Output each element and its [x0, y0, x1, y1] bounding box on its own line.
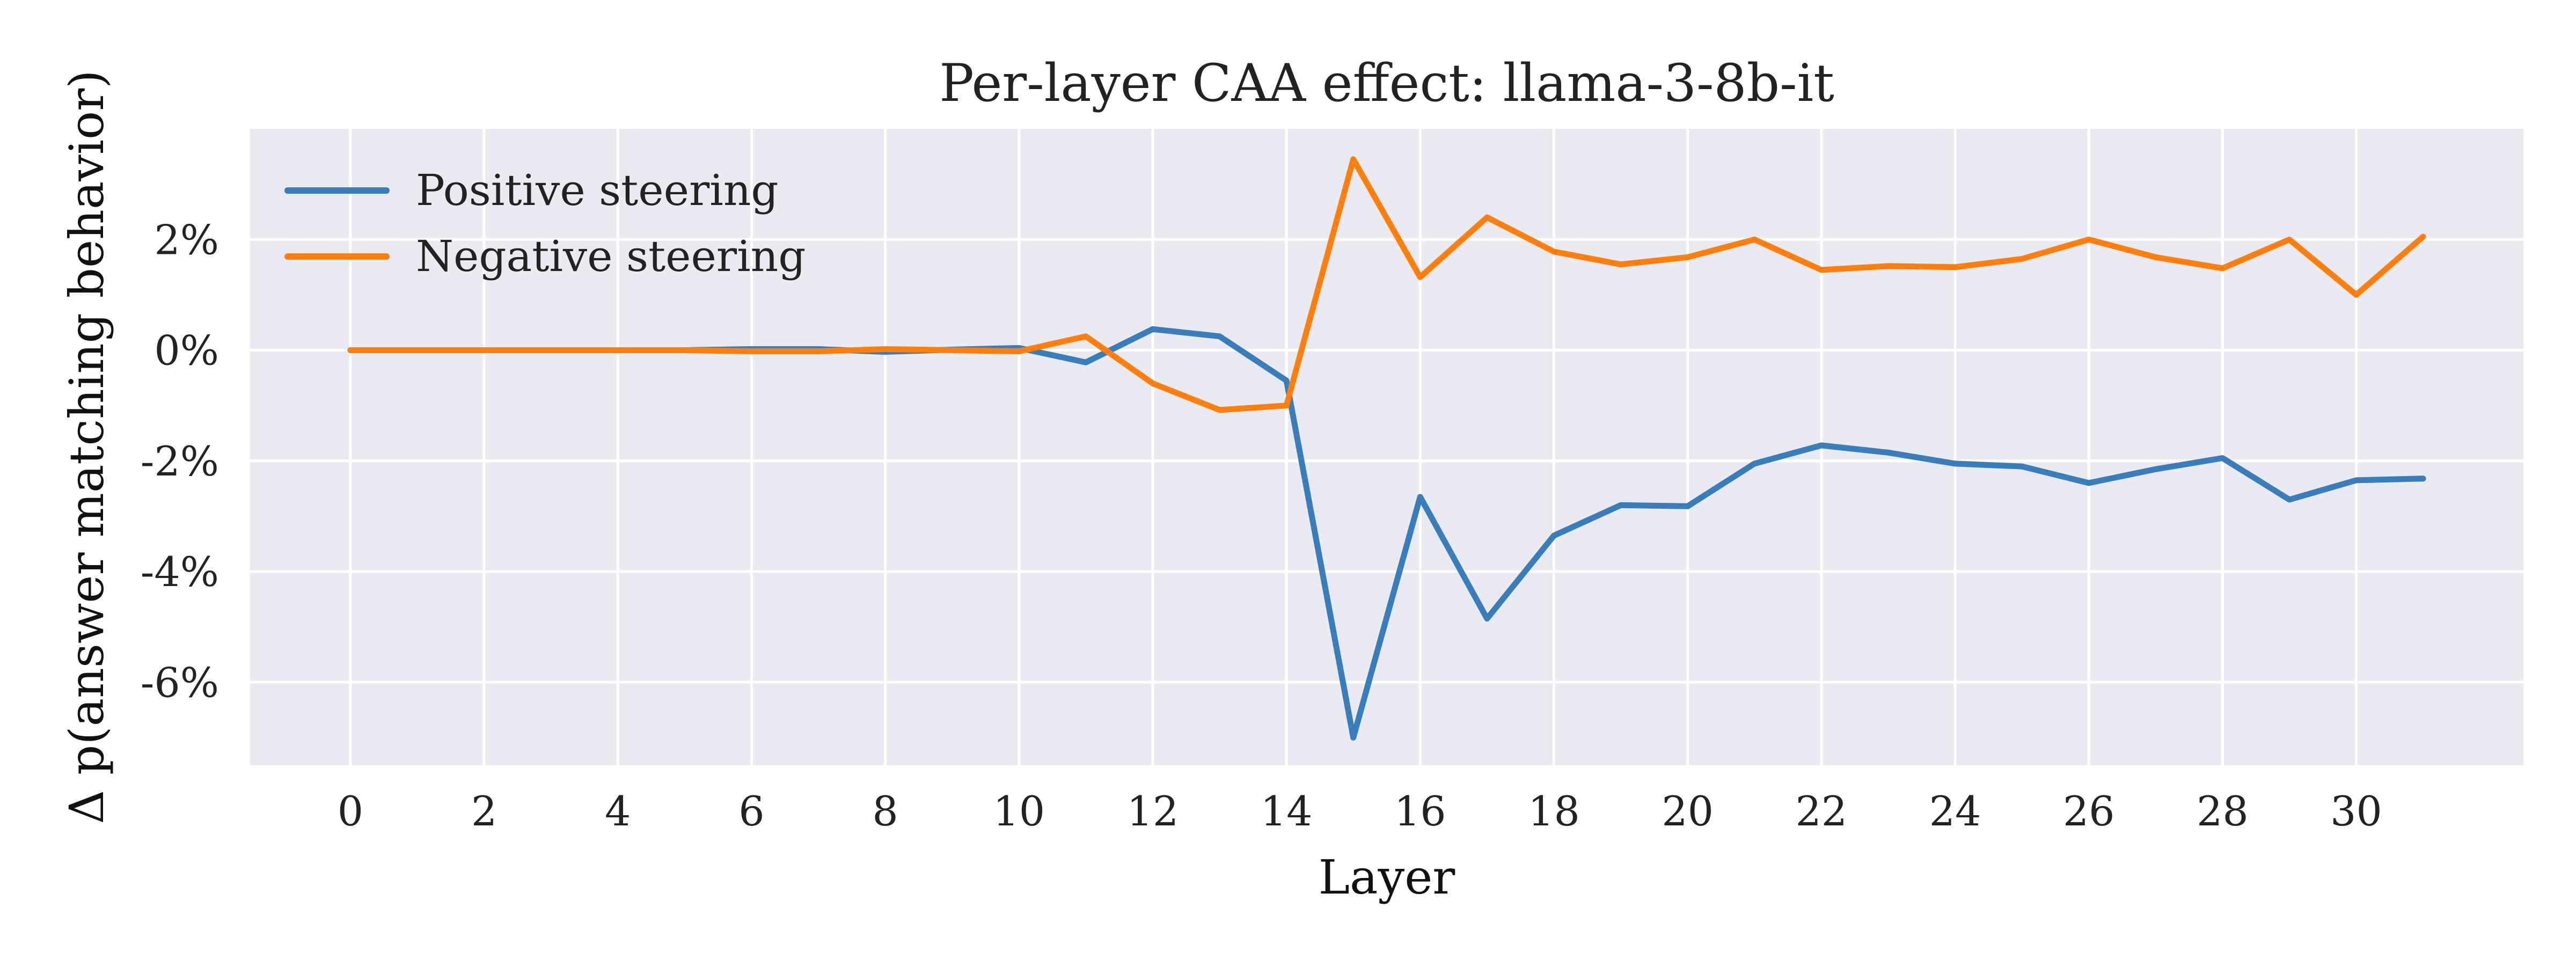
chart-title: Per-layer CAA effect: llama-3-8b-it: [939, 53, 1834, 113]
x-tick-label: 26: [2063, 787, 2115, 835]
x-tick-label: 20: [1662, 787, 1714, 835]
y-tick-labels: -6% -4% -2% 0% 2%: [141, 216, 219, 706]
data-lines: [347, 156, 2426, 741]
legend-label-negative-steering: Negative steering: [416, 231, 806, 281]
x-tick-label: 16: [1394, 787, 1446, 835]
y-tick-label: -4%: [141, 548, 219, 596]
grid-lines: [250, 129, 2523, 765]
x-tick-label: 8: [872, 787, 898, 835]
series-line-negative-steering: [347, 156, 2426, 413]
y-tick-label: 0%: [154, 327, 219, 375]
y-tick-label: -2%: [141, 437, 219, 485]
y-tick-label: -6%: [141, 658, 219, 706]
plot-background: [250, 129, 2523, 765]
x-tick-label: 0: [338, 787, 363, 835]
x-tick-label: 18: [1528, 787, 1580, 835]
y-axis-title: Δ p(answer matching behavior): [59, 70, 114, 824]
x-tick-label: 12: [1127, 787, 1179, 835]
y-tick-label: 2%: [154, 216, 219, 264]
x-tick-label: 14: [1261, 787, 1313, 835]
x-tick-label: 6: [738, 787, 764, 835]
x-tick-label: 24: [1929, 787, 1981, 835]
x-tick-label: 28: [2197, 787, 2249, 835]
x-tick-label: 22: [1795, 787, 1847, 835]
x-tick-label: 30: [2330, 787, 2382, 835]
x-tick-labels: 0 2 4 6 8 10 12 14 16 18 20 22 24 26 28 30: [338, 787, 2382, 835]
x-axis-title: Layer: [1319, 850, 1456, 905]
x-tick-label: 10: [993, 787, 1045, 835]
legend-label-positive-steering: Positive steering: [416, 165, 779, 215]
legend: Positive steering Negative steering: [284, 165, 806, 281]
x-tick-label: 4: [605, 787, 631, 835]
x-tick-label: 2: [471, 787, 497, 835]
